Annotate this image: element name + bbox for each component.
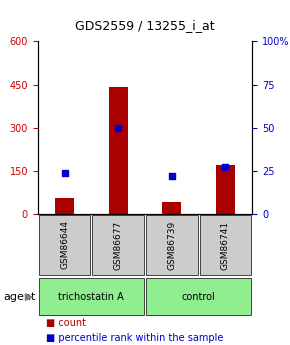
- Text: agent: agent: [3, 292, 35, 302]
- Text: control: control: [182, 292, 215, 302]
- FancyBboxPatch shape: [146, 278, 251, 315]
- Point: [223, 165, 228, 170]
- Text: GSM86644: GSM86644: [60, 220, 69, 269]
- Text: trichostatin A: trichostatin A: [59, 292, 124, 302]
- FancyBboxPatch shape: [200, 215, 251, 275]
- Text: GDS2559 / 13255_i_at: GDS2559 / 13255_i_at: [75, 19, 215, 32]
- FancyBboxPatch shape: [39, 278, 144, 315]
- Text: ▶: ▶: [25, 292, 33, 302]
- Text: GSM86739: GSM86739: [167, 220, 176, 269]
- Bar: [162, 203, 181, 214]
- Point: [169, 173, 174, 179]
- Bar: [109, 87, 128, 214]
- Text: GSM86677: GSM86677: [114, 220, 123, 269]
- FancyBboxPatch shape: [146, 215, 197, 275]
- Point: [62, 170, 67, 175]
- Text: ■ percentile rank within the sample: ■ percentile rank within the sample: [46, 333, 224, 343]
- Bar: [216, 165, 235, 214]
- Text: GSM86741: GSM86741: [221, 220, 230, 269]
- FancyBboxPatch shape: [93, 215, 144, 275]
- Bar: [55, 198, 74, 214]
- Text: ■ count: ■ count: [46, 318, 86, 328]
- FancyBboxPatch shape: [39, 215, 90, 275]
- Point: [116, 125, 121, 130]
